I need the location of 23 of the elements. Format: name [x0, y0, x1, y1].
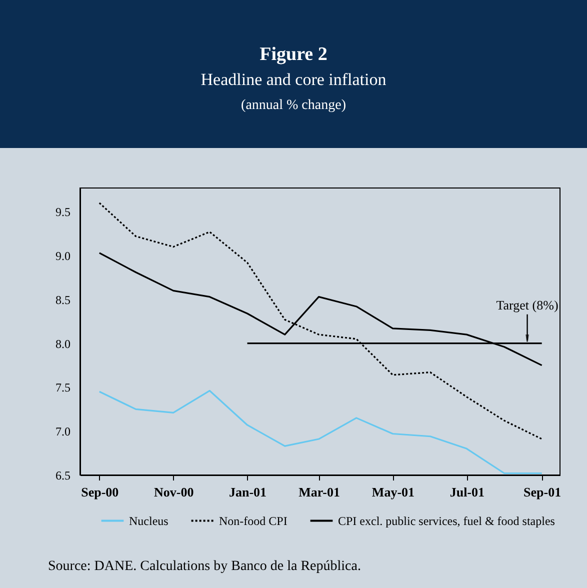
y-tick-label: 9.5 [56, 205, 70, 220]
x-tick-label: Sep-00 [81, 484, 119, 500]
y-tick-label: 7.0 [56, 424, 70, 439]
legend-label: CPI excl. public services, fuel & food staples [338, 514, 556, 528]
y-tick-label: 9.0 [56, 249, 70, 264]
y-tick-label: 7.5 [56, 380, 70, 395]
legend-label: Non-food CPI [219, 514, 288, 528]
y-tick-label: 8.5 [56, 292, 70, 307]
x-tick-label: May-01 [372, 484, 415, 500]
x-tick-label: Nov-00 [154, 484, 194, 500]
y-tick-label: 6.5 [56, 468, 70, 482]
y-tick-label: 8.0 [56, 336, 70, 351]
legend-label: Nucleus [129, 514, 169, 528]
source-note: Source: DANE. Calculations by Banco de la República. [48, 559, 361, 574]
annotation: Target (8%) [496, 297, 558, 312]
x-tick-label: Mar-01 [298, 484, 340, 500]
x-tick-label: Sep-01 [524, 484, 562, 500]
line-series [98, 390, 543, 474]
chart-title: Figure 2 [260, 44, 328, 65]
text: (annual % change) [241, 98, 346, 113]
chart-subtitle: Headline and core inflation [200, 70, 387, 89]
x-tick-label: Jul-01 [450, 484, 485, 500]
x-tick-label: Jan-01 [228, 484, 267, 500]
